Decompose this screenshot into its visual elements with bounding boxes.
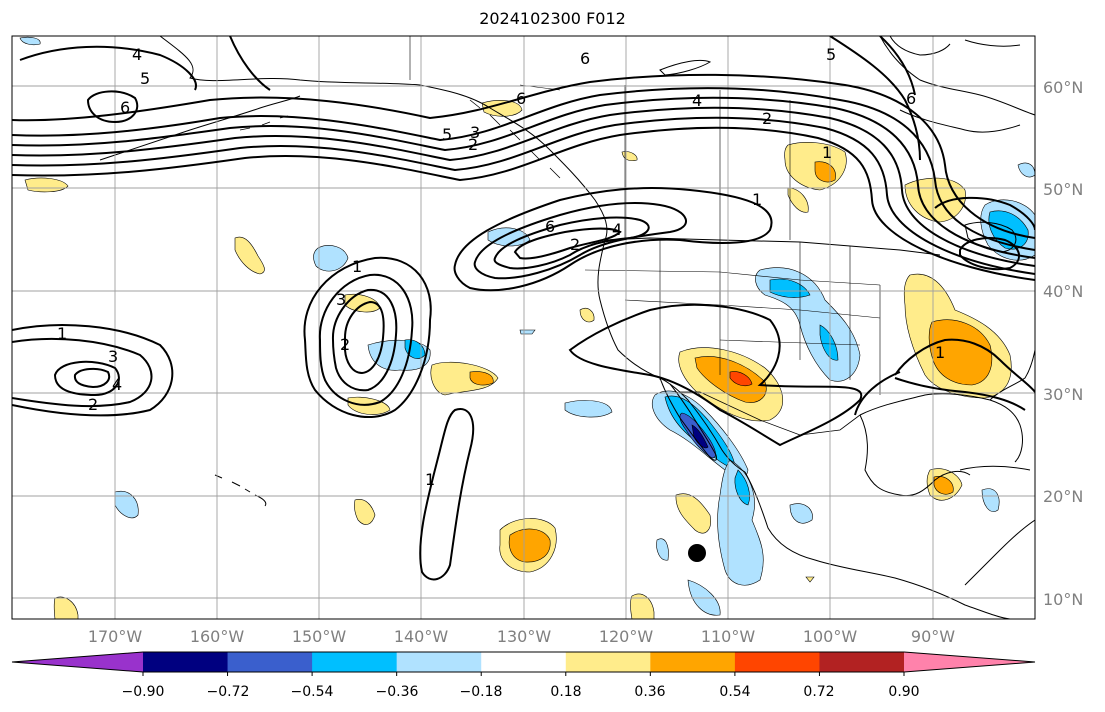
lat-label: 20°N bbox=[1043, 487, 1083, 506]
colorbar-tick-label: 0.54 bbox=[719, 684, 750, 700]
latitude-labels: 60°N 50°N 40°N 30°N 20°N 10°N bbox=[1043, 78, 1083, 609]
lon-label: 170°W bbox=[88, 627, 143, 646]
lon-label: 130°W bbox=[497, 627, 552, 646]
contour-label: 3 bbox=[470, 123, 480, 142]
contour-label: 6 bbox=[516, 89, 526, 108]
contour-label: 2 bbox=[340, 335, 350, 354]
colorbar-segment bbox=[650, 652, 736, 672]
contour-label: 4 bbox=[132, 45, 142, 64]
colorbar-extend-right bbox=[904, 652, 1035, 672]
anomaly-fills bbox=[19, 36, 1035, 619]
contour-label: 3 bbox=[336, 290, 346, 309]
contour-label: 2 bbox=[88, 395, 98, 414]
colorbar-tick-labels: −0.90 −0.72 −0.54 −0.36 −0.18 0.18 0.36 … bbox=[122, 684, 920, 700]
contour-label: 1 bbox=[752, 190, 762, 209]
lon-label: 110°W bbox=[701, 627, 756, 646]
lat-label: 10°N bbox=[1043, 590, 1083, 609]
colorbar-segment bbox=[565, 652, 651, 672]
contour-label: 6 bbox=[120, 98, 130, 117]
colorbar-tick-label: 0.90 bbox=[888, 684, 919, 700]
colorbar-tick-label: −0.36 bbox=[376, 684, 419, 700]
map-title: 2024102300 F012 bbox=[479, 9, 626, 28]
colorbar-segment bbox=[312, 652, 398, 672]
contour-label: 1 bbox=[822, 143, 832, 162]
contour-label: 3 bbox=[108, 347, 118, 366]
colorbar-tick-label: 0.36 bbox=[634, 684, 665, 700]
contour-label: 2 bbox=[762, 109, 772, 128]
contour-label: 1 bbox=[57, 324, 67, 343]
contour-lines bbox=[12, 36, 1035, 581]
lon-label: 160°W bbox=[190, 627, 245, 646]
lat-label: 50°N bbox=[1043, 180, 1083, 199]
lon-label: 150°W bbox=[292, 627, 347, 646]
contour-label: 4 bbox=[692, 91, 702, 110]
contour-label: 4 bbox=[112, 375, 122, 394]
colorbar-segment bbox=[227, 652, 313, 672]
colorbar-segment bbox=[143, 652, 229, 672]
contour-label: 6 bbox=[906, 89, 916, 108]
colorbar-tick-label: −0.54 bbox=[291, 684, 334, 700]
contour-label: 6 bbox=[545, 217, 555, 236]
lon-label: 100°W bbox=[803, 627, 858, 646]
contour-label: 5 bbox=[442, 125, 452, 144]
lon-label: 90°W bbox=[911, 627, 955, 646]
contour-label: 1 bbox=[352, 257, 362, 276]
colorbar-segment bbox=[819, 652, 905, 672]
contour-label: 5 bbox=[826, 45, 836, 64]
colorbar-extend-left bbox=[12, 652, 143, 672]
contour-label: 2 bbox=[570, 235, 580, 254]
longitude-labels: 170°W 160°W 150°W 140°W 130°W 120°W 110°… bbox=[88, 627, 955, 646]
contour-label: 6 bbox=[580, 49, 590, 68]
lon-label: 120°W bbox=[599, 627, 654, 646]
colorbar-tick-label: −0.18 bbox=[460, 684, 503, 700]
contour-label: 5 bbox=[140, 69, 150, 88]
location-marker bbox=[688, 544, 706, 562]
colorbar-segment bbox=[396, 652, 482, 672]
lat-label: 40°N bbox=[1043, 282, 1083, 301]
colorbar bbox=[11, 651, 1036, 676]
colorbar-segment bbox=[734, 652, 820, 672]
contour-label: 4 bbox=[612, 220, 622, 239]
contour-label: 1 bbox=[935, 343, 945, 362]
colorbar-tick-label: −0.90 bbox=[122, 684, 165, 700]
map-frame bbox=[11, 35, 1036, 620]
colorbar-tick-label: 0.72 bbox=[803, 684, 834, 700]
contour-label: 2 bbox=[468, 135, 478, 154]
contour-label: 1 bbox=[425, 470, 435, 489]
lon-label: 140°W bbox=[394, 627, 449, 646]
colorbar-tick-label: −0.72 bbox=[207, 684, 250, 700]
colorbar-tick-label: 0.18 bbox=[550, 684, 581, 700]
lat-label: 60°N bbox=[1043, 78, 1083, 97]
lat-label: 30°N bbox=[1043, 385, 1083, 404]
colorbar-segment bbox=[481, 652, 567, 672]
contour-labels: 4 5 6 6 5 4 2 6 1 6 4 2 6 2 1 3 2 1 4 3 … bbox=[57, 45, 945, 489]
